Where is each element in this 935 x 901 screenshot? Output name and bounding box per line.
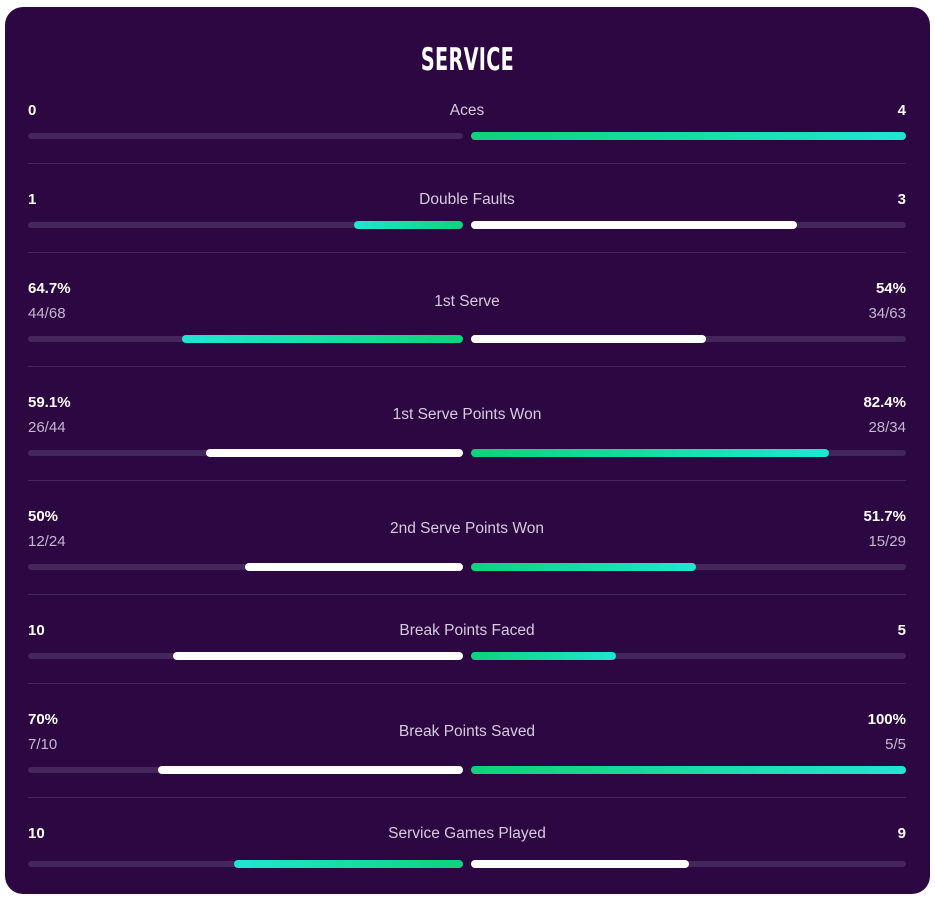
right-bar-fill xyxy=(471,766,906,774)
left-bar-fill xyxy=(206,449,463,457)
stat-row-break-points-saved: 70% 7/10 Break Points Saved 100% 5/5 xyxy=(28,711,906,753)
left-value: 1 xyxy=(28,191,37,208)
right-bar-fill xyxy=(471,860,689,868)
stat-label: Break Points Faced xyxy=(399,622,535,639)
stat-row-1st-serve: 64.7% 44/68 1st Serve 54% 34/63 xyxy=(28,280,906,322)
section-title: SERVICE xyxy=(420,42,515,78)
stat-row-break-points-faced: 10 Break Points Faced 5 xyxy=(28,622,906,662)
right-bar-fill xyxy=(471,563,696,571)
right-bar-fill xyxy=(471,652,616,660)
left-fraction: 7/10 xyxy=(28,736,58,753)
left-value: 10 xyxy=(28,622,45,639)
right-value: 3 xyxy=(897,191,906,208)
right-bar-fill xyxy=(471,449,829,457)
right-bar-fill xyxy=(471,221,797,229)
stat-label: 1st Serve xyxy=(434,293,500,310)
right-value: 54% xyxy=(875,280,906,297)
stat-row-aces: 0 Aces 4 xyxy=(28,102,906,142)
right-fraction: 34/63 xyxy=(868,305,906,322)
left-bar-track xyxy=(28,222,463,228)
left-bar-fill xyxy=(245,563,463,571)
right-fraction: 5/5 xyxy=(885,736,906,753)
left-value: 64.7% xyxy=(28,280,71,297)
left-fraction: 26/44 xyxy=(28,419,66,436)
stat-row-1st-serve-points-won: 59.1% 26/44 1st Serve Points Won 82.4% 2… xyxy=(28,394,906,436)
stat-row-service-games-played: 10 Service Games Played 9 xyxy=(28,825,906,865)
left-bar-fill xyxy=(158,766,463,774)
right-fraction: 15/29 xyxy=(868,533,906,550)
left-fraction: 12/24 xyxy=(28,533,66,550)
divider xyxy=(28,252,906,253)
left-value: 59.1% xyxy=(28,394,71,411)
divider xyxy=(28,163,906,164)
right-bar-fill xyxy=(471,132,906,140)
left-fraction: 44/68 xyxy=(28,305,66,322)
divider xyxy=(28,366,906,367)
left-bar-track xyxy=(28,133,463,139)
stat-label: Aces xyxy=(449,102,485,119)
right-value: 5 xyxy=(897,622,906,639)
divider xyxy=(28,594,906,595)
divider xyxy=(28,797,906,798)
right-value: 100% xyxy=(867,711,906,728)
left-bar-fill xyxy=(354,221,463,229)
left-value: 0 xyxy=(28,102,37,119)
stat-label: 2nd Serve Points Won xyxy=(390,520,544,537)
divider xyxy=(28,683,906,684)
stat-row-double-faults: 1 Double Faults 3 xyxy=(28,191,906,231)
left-bar-fill xyxy=(173,652,463,660)
right-value: 82.4% xyxy=(863,394,906,411)
stat-label: Double Faults xyxy=(419,191,515,208)
divider xyxy=(28,480,906,481)
left-value: 10 xyxy=(28,825,45,842)
right-value: 4 xyxy=(897,102,906,119)
stat-label: 1st Serve Points Won xyxy=(392,406,542,423)
left-value: 70% xyxy=(28,711,59,728)
stat-label: Break Points Saved xyxy=(398,723,536,740)
right-value: 51.7% xyxy=(863,508,906,525)
right-bar-track xyxy=(471,653,906,659)
left-value: 50% xyxy=(28,508,59,525)
stat-label: Service Games Played xyxy=(388,825,546,842)
right-fraction: 28/34 xyxy=(868,419,906,436)
left-bar-fill xyxy=(182,335,463,343)
left-bar-fill xyxy=(234,860,463,868)
right-value: 9 xyxy=(897,825,906,842)
stat-row-2nd-serve-points-won: 50% 12/24 2nd Serve Points Won 51.7% 15/… xyxy=(28,508,906,550)
right-bar-fill xyxy=(471,335,706,343)
service-stats-card: SERVICE 0 Aces 4 1 Double Faults 3 64.7%… xyxy=(5,7,930,894)
